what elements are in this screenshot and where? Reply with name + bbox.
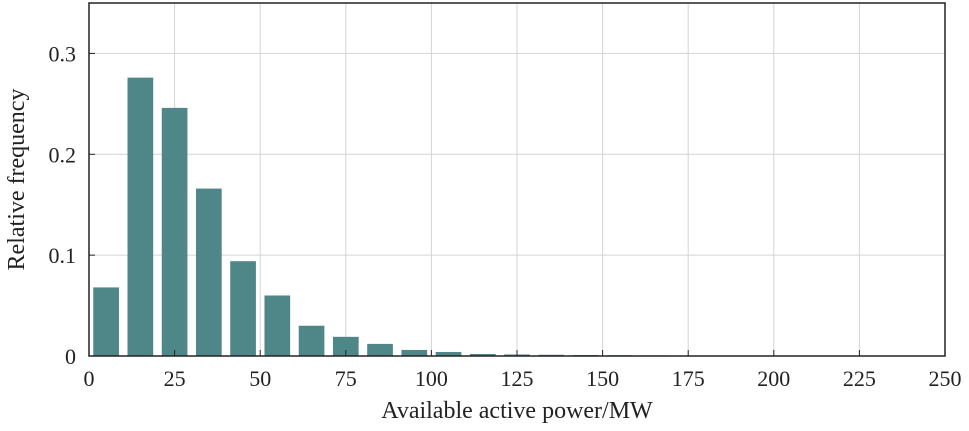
y-tick-label: 0.3 xyxy=(49,41,77,66)
bar xyxy=(435,351,462,356)
y-tick-label: 0.2 xyxy=(49,142,77,167)
x-tick-label: 50 xyxy=(249,366,271,391)
y-tick-label: 0 xyxy=(65,344,76,369)
x-tick-label: 200 xyxy=(757,366,790,391)
bar xyxy=(93,287,119,356)
bar xyxy=(298,325,325,356)
bar xyxy=(230,261,256,356)
x-tick-label: 225 xyxy=(843,366,876,391)
ticks: 0 25 50 75 100 125 150 175 200 225 250 0 0.1 0.2 0.3 xyxy=(49,41,962,391)
x-tick-label: 250 xyxy=(929,366,962,391)
bar xyxy=(401,349,428,356)
bar xyxy=(127,77,154,357)
bar xyxy=(332,336,359,356)
bar xyxy=(264,295,291,356)
y-tick-label: 0.1 xyxy=(49,243,77,268)
bar xyxy=(367,343,393,356)
x-tick-label: 0 xyxy=(84,366,95,391)
grid xyxy=(89,3,945,356)
bar xyxy=(161,107,188,357)
y-axis-label: Relative frequency xyxy=(4,89,30,271)
x-axis-label: Available active power/MW xyxy=(381,398,653,424)
x-tick-label: 75 xyxy=(335,366,357,391)
bars xyxy=(93,77,941,357)
x-tick-label: 25 xyxy=(164,366,186,391)
bar xyxy=(469,353,496,356)
x-tick-label: 125 xyxy=(501,366,534,391)
x-tick-label: 175 xyxy=(672,366,705,391)
bar xyxy=(196,188,222,356)
x-tick-label: 100 xyxy=(415,366,448,391)
x-tick-label: 150 xyxy=(586,366,619,391)
